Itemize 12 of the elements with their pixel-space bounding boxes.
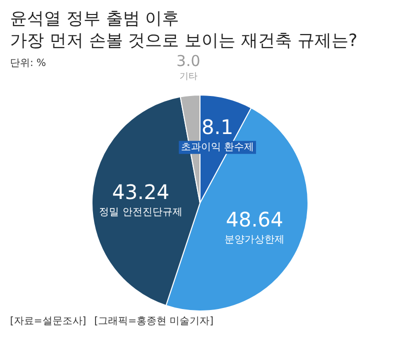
data-label: 48.64	[226, 208, 284, 232]
slice-label: 분양가상한제	[224, 234, 285, 246]
chart-subtitle: 단위: %	[10, 58, 46, 69]
slice-label: 초과이익 환수제	[180, 142, 254, 153]
data-label: 3.0	[176, 52, 200, 70]
data-label: 43.24	[112, 180, 170, 204]
slice-label: 정밀 안전진단규제	[99, 206, 182, 218]
text: [그래픽=홍종현 미술기자]	[94, 316, 214, 327]
text: [자료=설문조사]	[10, 316, 86, 327]
slice-label: 기타	[179, 72, 198, 82]
chart-title: 윤석열 정부 출범 이후 가장 먼저 손볼 것으로 보이는 재건축 규제는?	[10, 9, 358, 51]
data-label: 8.1	[202, 114, 234, 139]
